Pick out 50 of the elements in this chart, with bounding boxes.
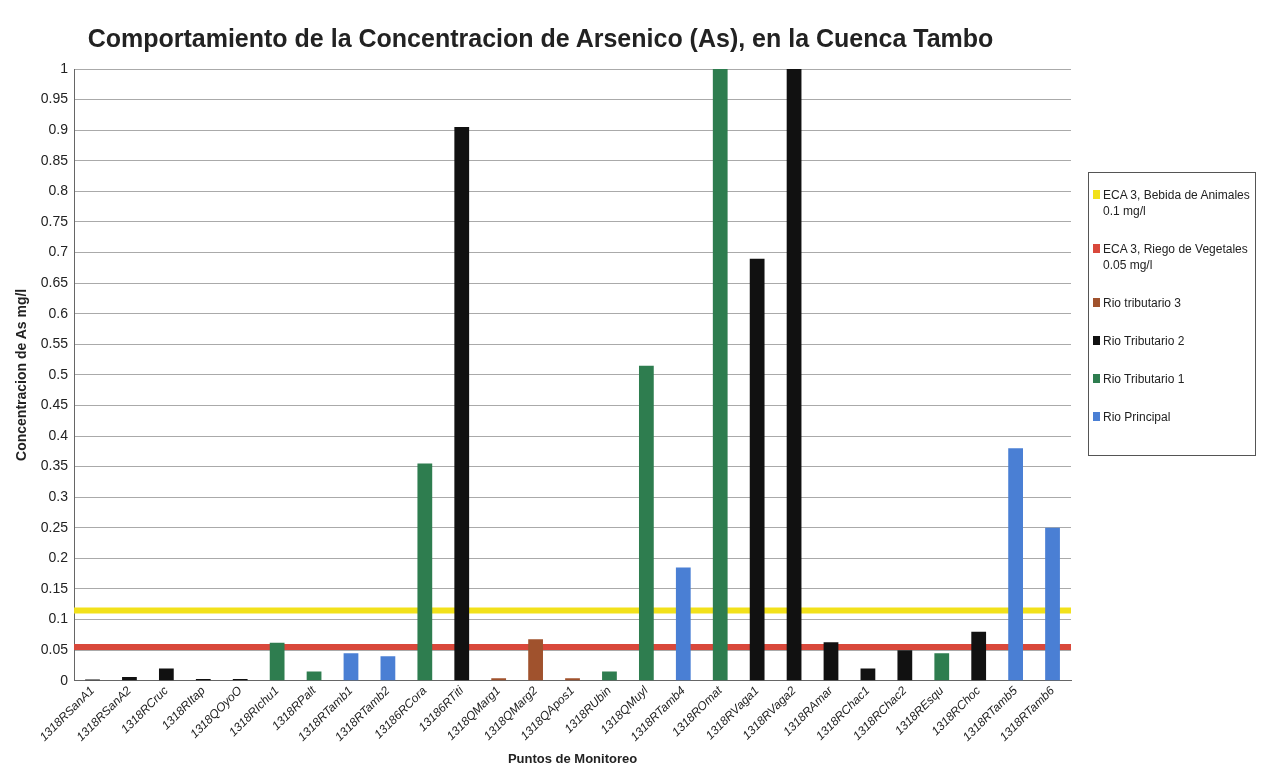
legend-label: Rio Tributario 1 xyxy=(1103,371,1185,387)
chart-title: Comportamiento de la Concentracion de Arsenico (As), en la Cuenca Tambo xyxy=(87,23,994,52)
legend-label: ECA 3, Bebida de Animales 0.1 mg/l xyxy=(1103,187,1251,219)
y-tick-label: 1 xyxy=(60,59,69,76)
y-tick-label: 0 xyxy=(60,671,69,688)
bar xyxy=(528,639,543,681)
y-tick-label: 0.95 xyxy=(40,90,69,107)
y-tick-label: 0.25 xyxy=(40,518,69,535)
bar xyxy=(380,656,396,681)
y-tick-label: 0.35 xyxy=(40,457,69,474)
y-tick-label: 0.45 xyxy=(40,396,69,413)
bar xyxy=(675,567,691,681)
y-tick-label: 0.75 xyxy=(40,212,69,229)
bar xyxy=(823,642,839,681)
y-tick-label: 0.05 xyxy=(40,641,69,658)
y-tick-label: 0.6 xyxy=(48,304,69,321)
bar xyxy=(1008,448,1023,681)
bar xyxy=(1045,527,1060,681)
bar xyxy=(638,365,654,681)
x-axis-title: Puntos de Monitoreo xyxy=(507,750,638,766)
bar xyxy=(602,671,617,681)
bar xyxy=(122,677,137,681)
bar xyxy=(417,463,433,681)
y-tick-label: 0.8 xyxy=(48,182,69,199)
y-tick-label: 0.9 xyxy=(48,121,69,138)
bar xyxy=(454,127,470,681)
y-tick-label: 0.1 xyxy=(48,610,69,627)
bar xyxy=(971,631,987,681)
bar xyxy=(158,668,174,681)
bar xyxy=(343,653,359,681)
bar xyxy=(712,69,728,681)
y-tick-label: 0.65 xyxy=(40,273,69,290)
legend-label: Rio tributario 3 xyxy=(1103,295,1182,311)
bar xyxy=(786,69,802,681)
bar xyxy=(749,258,765,681)
y-tick-label: 0.4 xyxy=(48,426,69,443)
legend-label: ECA 3, Riego de Vegetales 0.05 mg/l xyxy=(1103,241,1249,273)
bar xyxy=(897,650,913,681)
bar xyxy=(934,653,950,681)
y-tick-label: 0.85 xyxy=(40,151,69,168)
y-tick-label: 0.15 xyxy=(40,579,69,596)
y-tick-label: 0.3 xyxy=(48,488,69,505)
y-axis-title: Concentracion de As mg/l xyxy=(13,288,30,461)
legend-label: Rio Principal xyxy=(1103,409,1171,425)
legend-label: Rio Tributario 2 xyxy=(1103,333,1185,349)
y-tick-label: 0.2 xyxy=(48,549,69,566)
y-tick-label: 0.5 xyxy=(48,365,69,382)
y-tick-label: 0.7 xyxy=(48,243,69,260)
y-tick-label: 0.55 xyxy=(40,335,69,352)
bar xyxy=(269,642,285,681)
